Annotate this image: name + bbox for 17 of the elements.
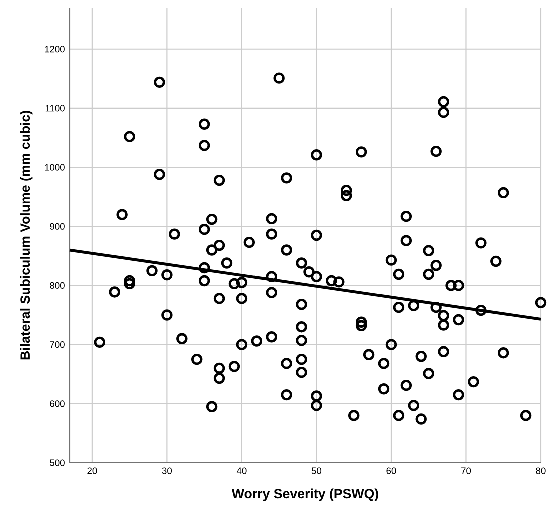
y-tick-label: 700 (50, 342, 65, 348)
y-tick-label: 1100 (46, 105, 65, 112)
x-tick-label: 60 (386, 468, 396, 474)
y-tick-label: 900 (50, 223, 65, 230)
y-axis-title: Bilateral Subiculum Volume (mm cubic) (20, 111, 33, 360)
y-tick-label: 600 (50, 400, 65, 408)
x-tick-label: 20 (88, 468, 98, 474)
y-tick-label: 500 (50, 460, 65, 466)
x-tick-label: 50 (312, 468, 322, 474)
x-tick-label: 30 (162, 468, 172, 474)
x-axis-title: Worry Severity (PSWQ) (232, 488, 378, 502)
x-tick-label: 70 (462, 468, 472, 474)
x-tick-label: 40 (236, 468, 247, 474)
y-tick-label: 1000 (45, 164, 65, 171)
x-tick-label: 80 (536, 468, 546, 474)
y-tick-label: 1200 (45, 46, 65, 53)
y-tick-label: 800 (50, 282, 65, 290)
